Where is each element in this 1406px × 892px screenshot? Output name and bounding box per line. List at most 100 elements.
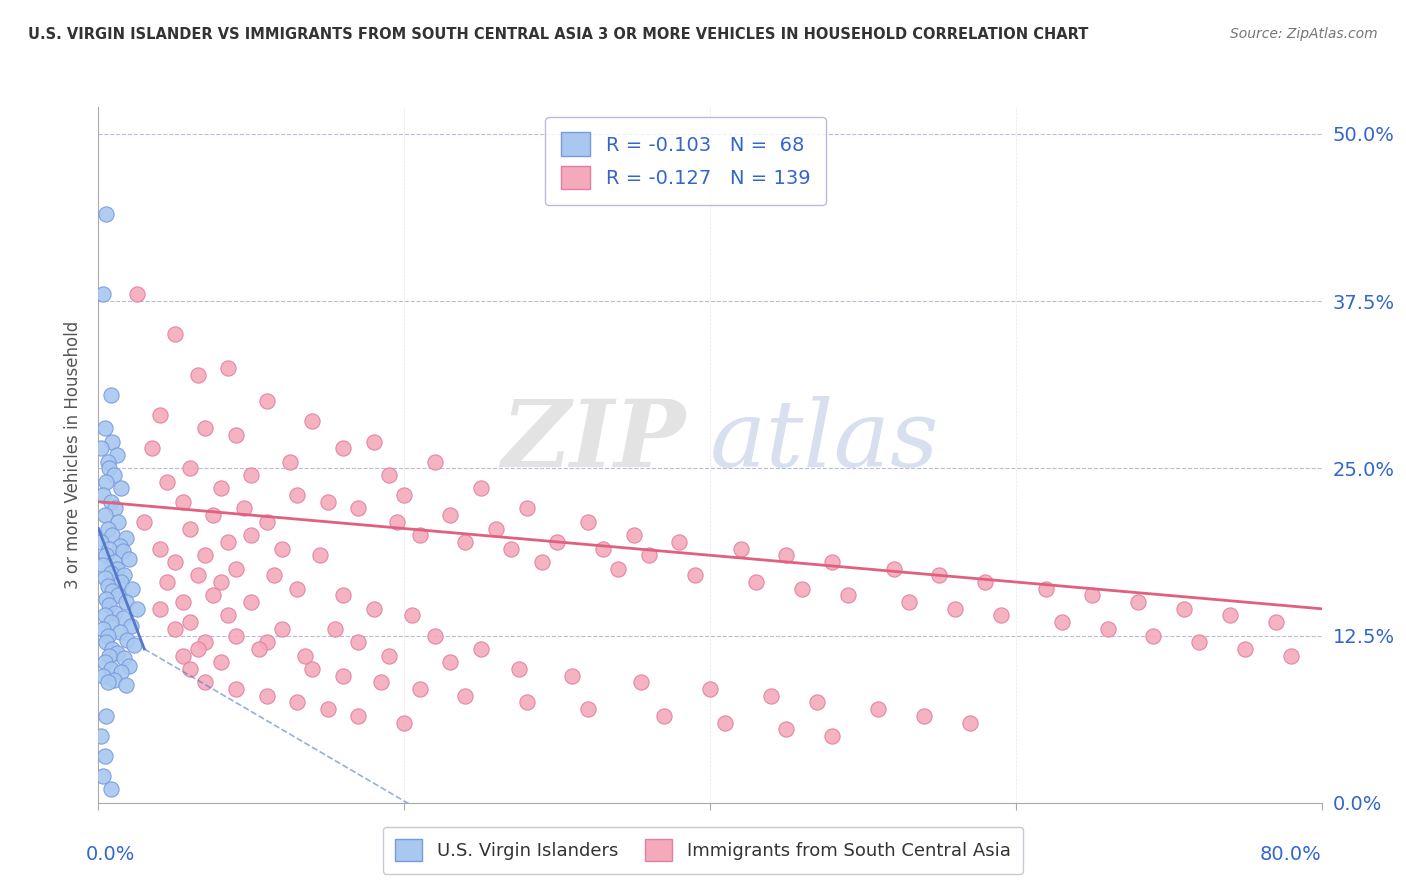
Point — [112, 651, 135, 665]
Point — [101, 584, 124, 599]
Point — [240, 528, 263, 542]
Point — [91, 769, 114, 783]
Point — [97, 521, 120, 535]
Point — [209, 655, 232, 669]
Point — [217, 360, 239, 375]
Point — [806, 696, 828, 710]
Point — [149, 601, 172, 615]
Point — [439, 508, 461, 523]
Point — [561, 669, 583, 683]
Point — [775, 548, 797, 563]
Point — [163, 622, 186, 636]
Point — [263, 568, 285, 582]
Point — [516, 501, 538, 516]
Point — [668, 534, 690, 549]
Point — [225, 628, 247, 642]
Point — [100, 615, 122, 630]
Point — [607, 562, 630, 576]
Point — [112, 568, 135, 582]
Point — [1234, 642, 1257, 657]
Point — [385, 515, 408, 529]
Point — [294, 648, 316, 663]
Point — [332, 442, 354, 455]
Point — [912, 708, 935, 723]
Point — [100, 662, 122, 676]
Point — [97, 455, 120, 469]
Point — [630, 675, 652, 690]
Point — [652, 708, 675, 723]
Point — [761, 689, 783, 703]
Point — [225, 427, 247, 442]
Point — [94, 592, 117, 607]
Point — [1219, 608, 1241, 623]
Point — [285, 488, 308, 502]
Point — [959, 715, 981, 730]
Point — [1081, 589, 1104, 603]
Point — [1128, 595, 1150, 609]
Point — [115, 678, 138, 692]
Text: 0.0%: 0.0% — [86, 845, 135, 863]
Point — [149, 541, 172, 556]
Point — [256, 689, 278, 703]
Point — [93, 508, 115, 523]
Point — [370, 675, 392, 690]
Point — [285, 696, 308, 710]
Point — [256, 515, 278, 529]
Point — [470, 482, 492, 496]
Point — [1173, 601, 1195, 615]
Point — [470, 642, 492, 657]
Point — [638, 548, 661, 563]
Point — [194, 635, 217, 649]
Point — [202, 508, 225, 523]
Point — [105, 448, 128, 462]
Point — [943, 601, 966, 615]
Point — [821, 555, 844, 569]
Point — [94, 475, 117, 489]
Point — [209, 482, 232, 496]
Point — [225, 681, 247, 696]
Point — [790, 582, 813, 596]
Point — [94, 207, 117, 221]
Point — [301, 414, 323, 428]
Point — [897, 595, 920, 609]
Point — [120, 619, 142, 633]
Point — [202, 589, 225, 603]
Point — [121, 582, 143, 596]
Point — [103, 467, 125, 482]
Point — [91, 488, 114, 502]
Point — [194, 675, 217, 690]
Legend: R = -0.103   N =  68, R = -0.127   N = 139: R = -0.103 N = 68, R = -0.127 N = 139 — [546, 117, 825, 205]
Point — [105, 646, 128, 660]
Point — [301, 662, 323, 676]
Point — [699, 681, 721, 696]
Point — [240, 595, 263, 609]
Point — [270, 622, 294, 636]
Point — [278, 455, 301, 469]
Point — [990, 608, 1012, 623]
Point — [122, 638, 145, 652]
Point — [270, 541, 294, 556]
Point — [107, 515, 129, 529]
Point — [163, 327, 186, 342]
Point — [93, 655, 115, 669]
Point — [172, 494, 194, 508]
Point — [439, 655, 461, 669]
Point — [730, 541, 752, 556]
Point — [408, 528, 430, 542]
Point — [347, 501, 370, 516]
Point — [1188, 635, 1211, 649]
Point — [94, 548, 117, 563]
Point — [156, 475, 179, 489]
Point — [1050, 615, 1073, 630]
Point — [111, 611, 134, 625]
Point — [423, 628, 446, 642]
Point — [316, 494, 339, 508]
Point — [134, 515, 156, 529]
Point — [104, 501, 127, 516]
Point — [156, 574, 179, 589]
Point — [100, 566, 122, 580]
Point — [98, 648, 121, 663]
Point — [149, 408, 172, 422]
Point — [401, 608, 423, 623]
Point — [108, 539, 131, 553]
